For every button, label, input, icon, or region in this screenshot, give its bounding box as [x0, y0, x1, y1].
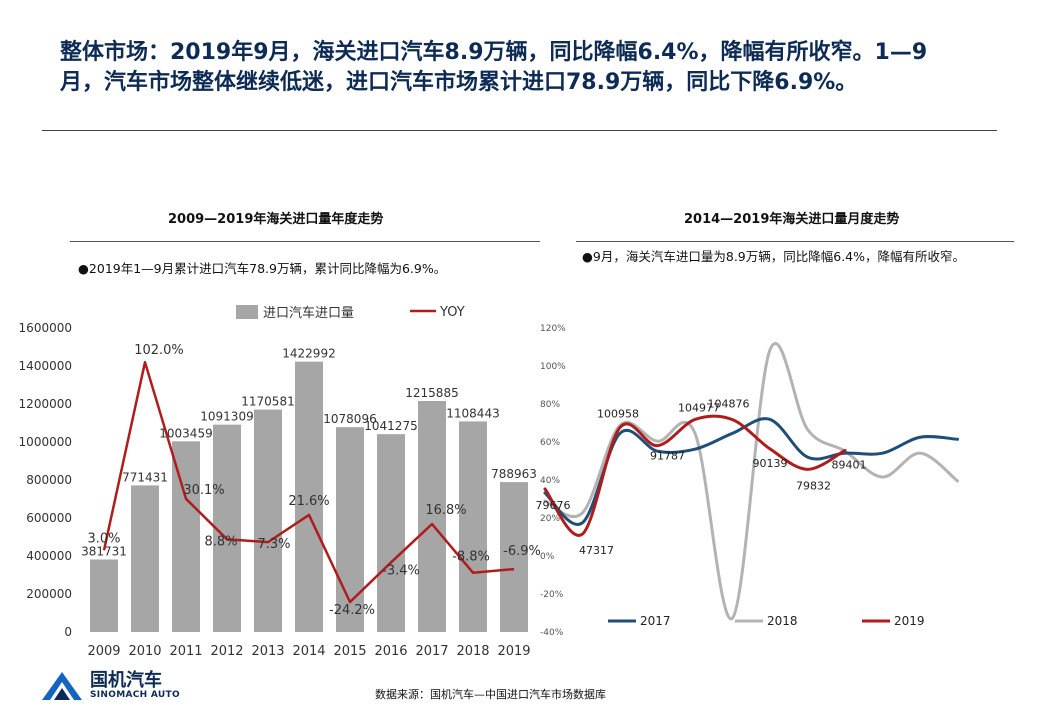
right-chart-note: ●9月，海关汽车进口量为8.9万辆，同比降幅6.4%，降幅有所收窄。 [582, 249, 965, 264]
legend-swatch-bar [236, 305, 258, 319]
y2-axis-tick-label: 100% [540, 362, 566, 372]
yoy-data-label: 16.8% [425, 503, 466, 518]
monthly-point-label: 104977 [678, 401, 720, 414]
company-logo: 国机汽车 SINOMACH AUTO [40, 666, 190, 706]
right-chart-divider [576, 241, 1014, 242]
y2-axis-tick-label: 0% [540, 552, 555, 562]
yoy-line [102, 360, 515, 604]
bar-import-volume [500, 482, 528, 632]
y2-axis-tick-label: 40% [540, 476, 560, 486]
x-axis-tick-label: 2014 [292, 644, 325, 659]
bar-data-label: 788963 [491, 467, 537, 481]
sinomach-logo-icon [42, 672, 82, 700]
monthly-point-label: 89401 [832, 458, 867, 471]
bar-data-label: 771431 [122, 470, 168, 484]
bar-import-volume [254, 409, 282, 632]
y2-axis-tick-label: 60% [540, 438, 560, 448]
y-axis-tick-label: 800000 [26, 473, 72, 487]
yoy-data-label: -24.2% [329, 603, 375, 618]
bar-import-volume [336, 427, 364, 632]
bar-data-label: 1003459 [159, 426, 212, 440]
x-axis-tick-label: 2015 [333, 644, 366, 659]
y-axis-tick-label: 200000 [26, 587, 72, 601]
yoy-data-label: 3.0% [87, 531, 120, 546]
bar-data-label: 381731 [81, 544, 127, 558]
bar-import-volume [295, 361, 323, 632]
right-chart-title: 2014—2019年海关进口量月度走势 [684, 212, 900, 227]
page-headline: 整体市场：2019年9月，海关进口汽车8.9万辆，同比降幅6.4%，降幅有所收窄… [60, 40, 928, 95]
monthly-point-label: 90139 [753, 457, 788, 470]
legend-label-2019: 2019 [894, 614, 925, 628]
x-axis-tick-label: 2017 [415, 644, 448, 659]
legend-label-2017: 2017 [640, 614, 671, 628]
yoy-data-label: -3.4% [382, 563, 420, 578]
bar-import-volume [377, 434, 405, 632]
x-axis-tick-label: 2010 [128, 644, 161, 659]
left-chart-note: ●2019年1—9月累计进口汽车78.9万辆，累计同比降幅为6.9%。 [78, 261, 447, 276]
x-axis-tick-label: 2019 [497, 644, 530, 659]
y-axis-tick-label: 1400000 [19, 359, 72, 373]
legend-label-bar: 进口汽车进口量 [263, 305, 354, 321]
yoy-data-label: -6.9% [503, 544, 541, 559]
bar-data-label: 1108443 [446, 406, 499, 420]
left-chart-title: 2009—2019年海关进口量年度走势 [168, 212, 384, 227]
bar-data-label: 1422992 [282, 347, 335, 361]
y2-axis-tick-label: 120% [540, 324, 566, 334]
x-axis-tick-label: 2013 [251, 644, 284, 659]
monthly-point-label: 104876 [708, 398, 750, 411]
monthly-line-2018 [543, 342, 959, 621]
bar-import-volume [90, 559, 118, 632]
logo-text-en: SINOMACH AUTO [90, 690, 180, 700]
y-axis-tick-label: 400000 [26, 549, 72, 563]
yoy-data-label: -8.8% [452, 550, 490, 565]
y-axis-tick-label: 1000000 [19, 435, 72, 449]
bar-import-volume [131, 485, 159, 632]
bar-import-volume [418, 400, 446, 632]
data-source: 数据来源：国机汽车—中国进口汽车市场数据库 [375, 688, 606, 701]
legend-label-2018: 2018 [767, 614, 798, 628]
monthly-point-label: 79832 [796, 479, 831, 492]
x-axis-tick-label: 2012 [210, 644, 243, 659]
headline-divider [42, 130, 997, 131]
y2-axis-tick-label: 20% [540, 514, 560, 524]
monthly-point-label: 100958 [597, 407, 639, 420]
bar-data-label: 1091309 [200, 410, 253, 424]
y-axis-tick-label: 1200000 [19, 397, 72, 411]
monthly-line-2019 [543, 414, 847, 537]
logo-text-cn: 国机汽车 [90, 670, 162, 691]
yoy-data-label: 8.8% [204, 534, 237, 549]
bar-data-label: 1170581 [241, 395, 294, 409]
monthly-point-label: 47317 [579, 544, 614, 557]
x-axis-tick-label: 2009 [87, 644, 120, 659]
y2-axis-tick-label: -20% [540, 590, 564, 600]
x-axis-tick-label: 2016 [374, 644, 407, 659]
left-chart-divider [70, 241, 540, 242]
yoy-data-label: 7.3% [257, 537, 290, 552]
bar-data-label: 1041275 [364, 419, 417, 433]
yoy-data-label: 21.6% [288, 494, 329, 509]
yoy-data-label: 30.1% [183, 483, 224, 498]
y2-axis-tick-label: 80% [540, 400, 560, 410]
bar-import-volume [172, 441, 200, 632]
x-axis-tick-label: 2011 [169, 644, 202, 659]
y-axis-tick-label: 600000 [26, 511, 72, 525]
bar-data-label: 1215885 [405, 386, 458, 400]
x-axis-tick-label: 2018 [456, 644, 489, 659]
yoy-data-label: 102.0% [134, 343, 184, 358]
bar-import-volume [459, 421, 487, 632]
bar-data-label: 1078096 [323, 412, 376, 426]
y2-axis-tick-label: -40% [540, 628, 564, 638]
y-axis-tick-label: 1600000 [19, 321, 72, 335]
y-axis-tick-label: 0 [64, 625, 72, 639]
monthly-point-label: 79676 [536, 499, 571, 512]
monthly-point-label: 91787 [650, 450, 685, 463]
legend-label-yoy: YOY [439, 305, 465, 320]
